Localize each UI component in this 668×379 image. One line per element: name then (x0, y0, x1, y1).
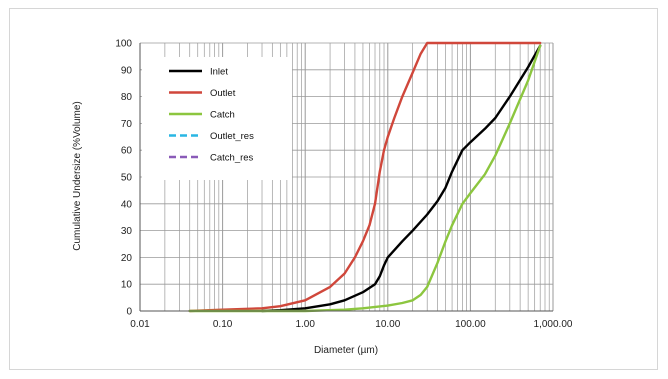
y-tick-label: 50 (121, 173, 133, 184)
series-layer (188, 41, 542, 313)
series-line-catch (188, 44, 542, 313)
y-tick-label: 80 (121, 92, 133, 103)
axes (139, 43, 553, 312)
series-line-outlet (188, 41, 542, 313)
x-tick-label: 0.01 (130, 319, 150, 330)
legend-label: Inlet (210, 67, 228, 78)
legend-label: Outlet_res (210, 131, 254, 142)
y-tick-label: 70 (121, 119, 133, 130)
y-tick-label: 100 (115, 39, 132, 50)
y-tick-label: 0 (126, 307, 132, 318)
tick-labels: 0 10 20 30 40 50 60 70 80 90 100 0.01 0.10 1.00 10.00 1… (115, 39, 573, 331)
legend-label: Catch_res (210, 153, 254, 164)
x-axis-label: Diameter (µm) (314, 345, 378, 356)
y-tick-label: 20 (121, 253, 133, 264)
y-tick-label: 10 (121, 280, 133, 291)
x-tick-label: 1,000.00 (534, 319, 573, 330)
y-tick-label: 30 (121, 226, 133, 237)
x-tick-label: 0.10 (213, 319, 233, 330)
y-tick-label: 90 (121, 65, 133, 76)
x-tick-label: 100.00 (455, 319, 486, 330)
y-tick-label: 40 (121, 199, 133, 210)
y-tick-label: 60 (121, 146, 133, 157)
legend-label: Outlet (210, 88, 236, 99)
y-axis-label: Cumulative Undersize (%Volume) (72, 101, 83, 251)
legend-box (142, 57, 292, 180)
legend-label: Catch (210, 110, 235, 121)
legend: Inlet Outlet Catch Outlet_res Catch_res (142, 57, 292, 180)
x-tick-label: 10.00 (375, 319, 400, 330)
x-tick-label: 1.00 (295, 319, 315, 330)
series-line-inlet (260, 44, 542, 313)
